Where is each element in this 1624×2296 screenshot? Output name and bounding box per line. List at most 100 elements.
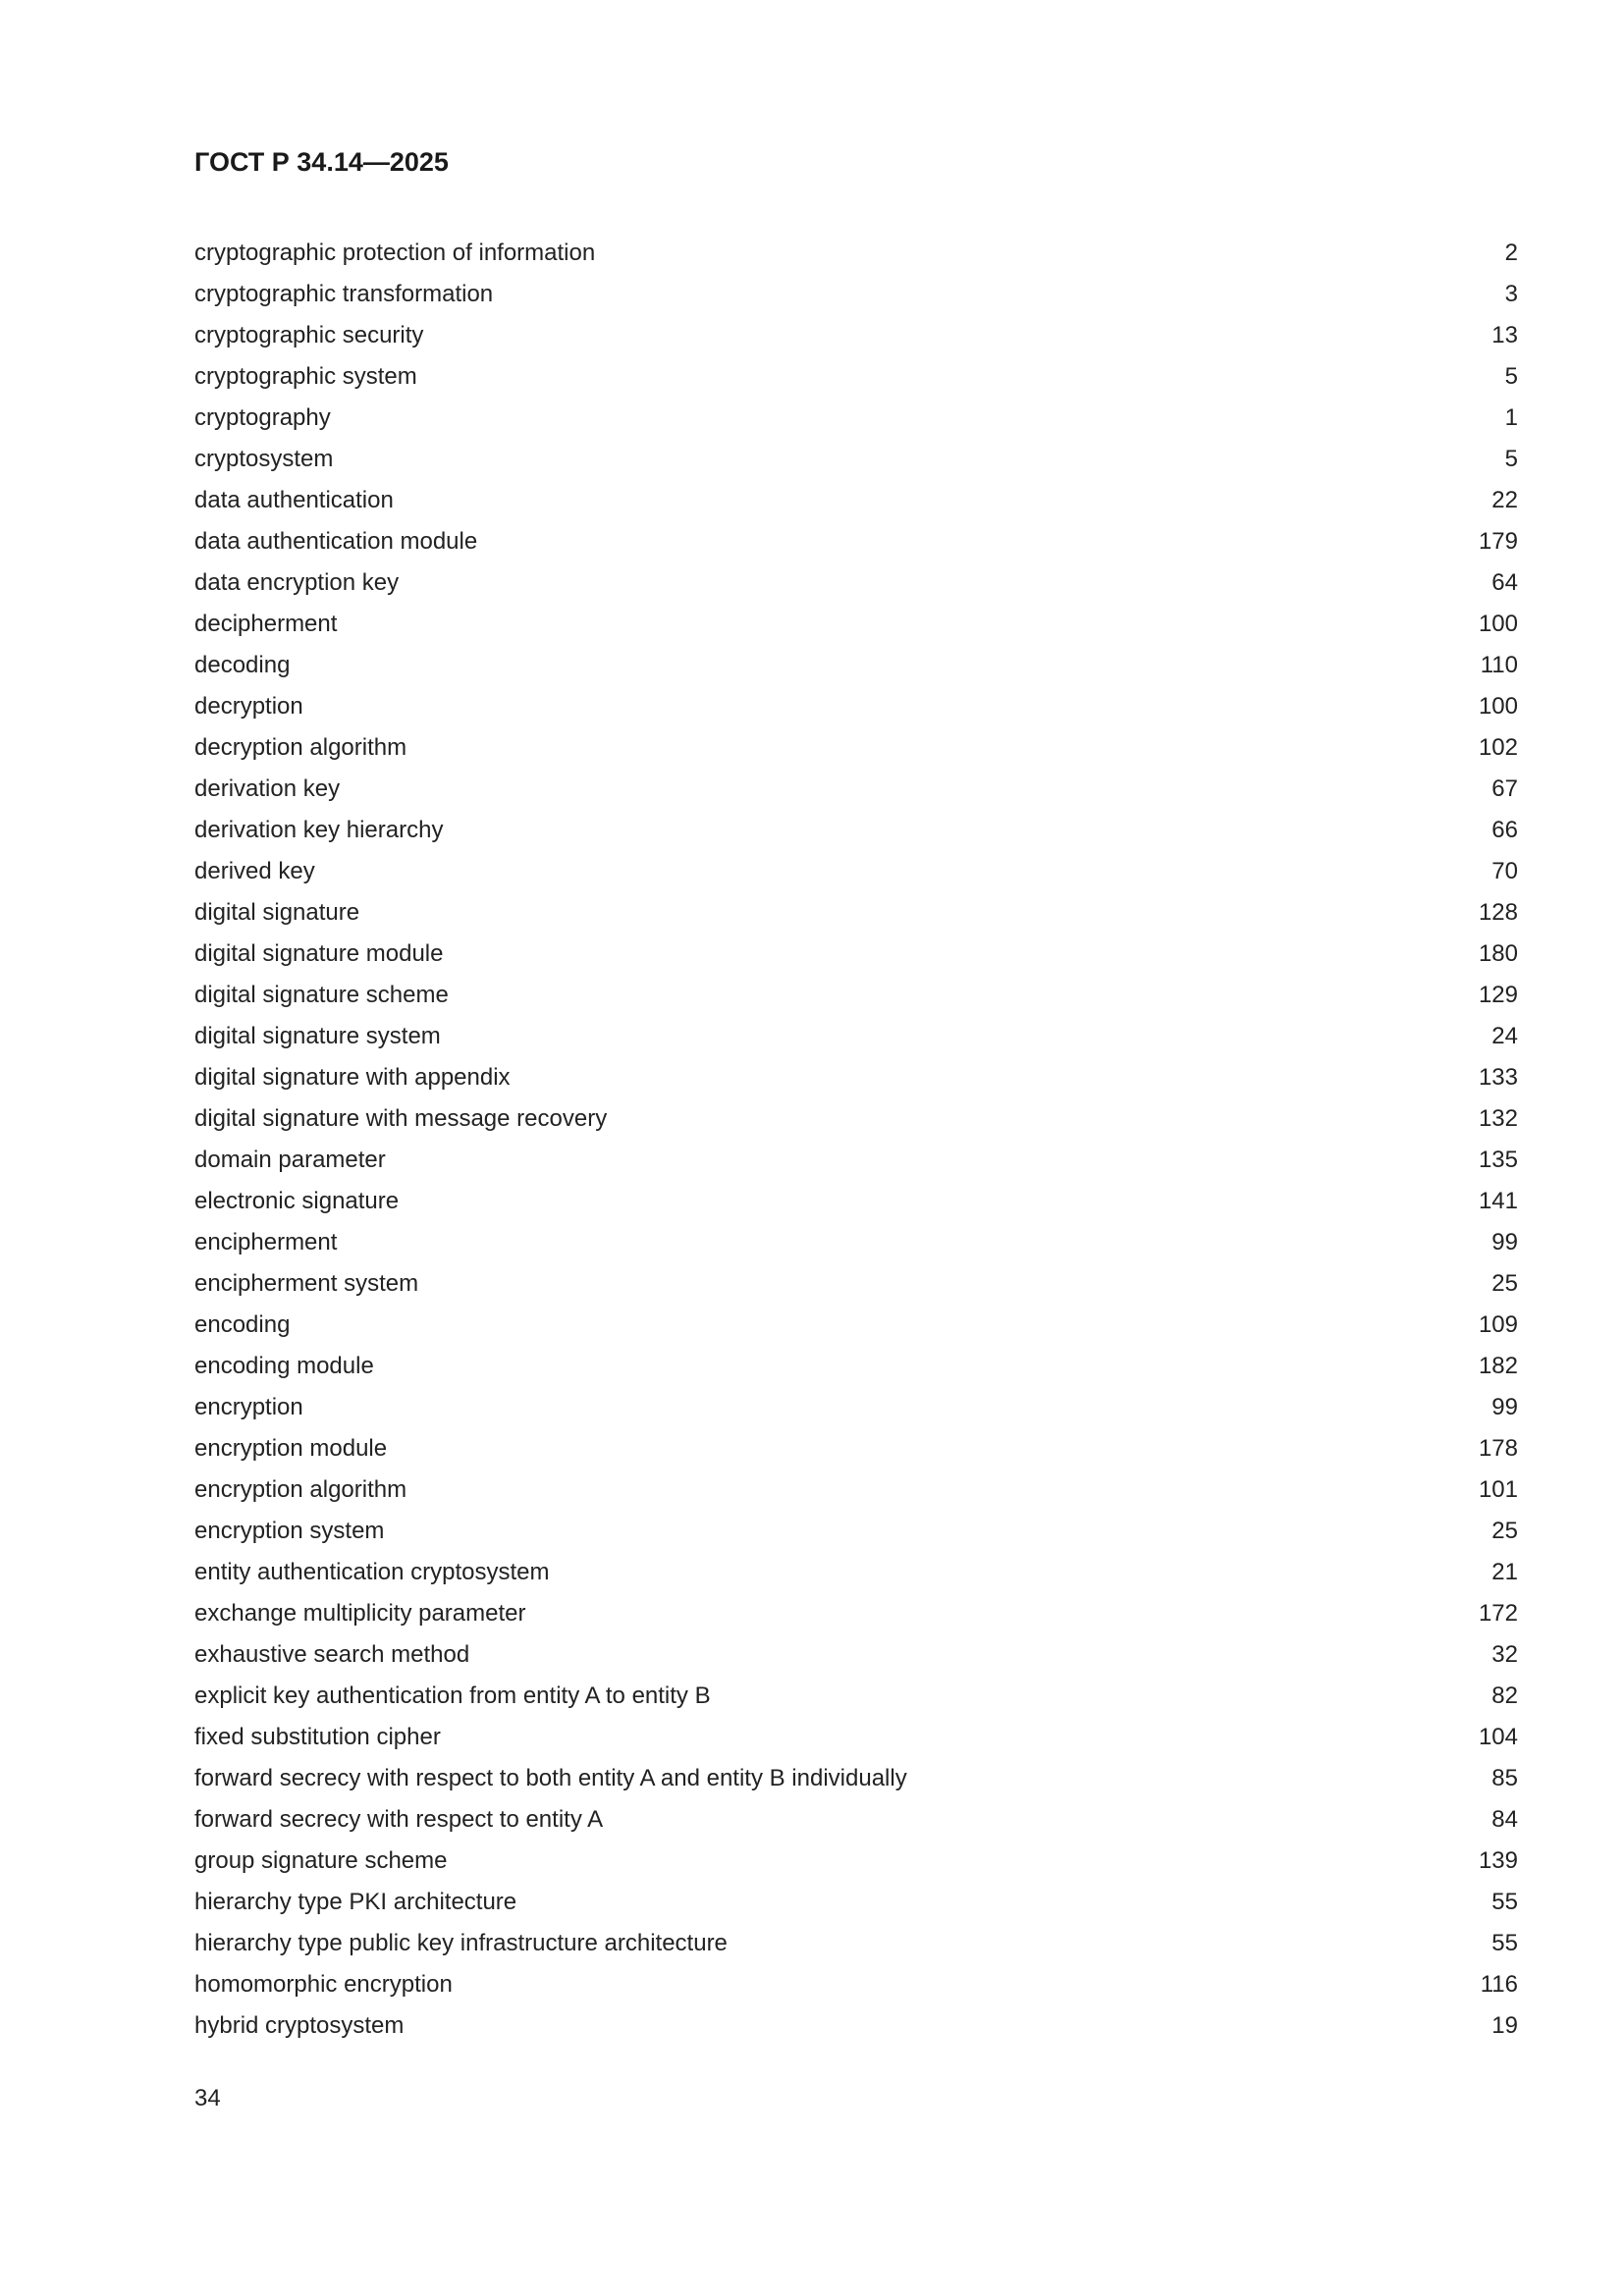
index-entry: electronic signature 141 <box>194 1181 1518 1222</box>
index-ref-number: 55 <box>1491 1930 1518 1956</box>
index-entry: exhaustive search method 32 <box>194 1634 1518 1676</box>
index-term: encryption algorithm <box>194 1476 407 1503</box>
index-term: cryptographic protection of information <box>194 240 596 266</box>
index-term: electronic signature <box>194 1188 400 1214</box>
index-ref-number: 179 <box>1478 528 1518 555</box>
index-ref-number: 129 <box>1478 982 1518 1008</box>
index-ref-number: 22 <box>1491 487 1518 513</box>
index-entry: domain parameter 135 <box>194 1140 1518 1181</box>
index-entry: encryption 99 <box>194 1387 1518 1428</box>
index-term: domain parameter <box>194 1147 386 1173</box>
index-ref-number: 139 <box>1478 1847 1518 1874</box>
index-term: entity authentication cryptosystem <box>194 1559 550 1585</box>
index-entry: digital signature module 180 <box>194 934 1518 975</box>
index-ref-number: 100 <box>1478 693 1518 720</box>
index-term: decoding <box>194 652 291 678</box>
index-term: hybrid cryptosystem <box>194 2012 405 2039</box>
index-entry: hierarchy type public key infrastructure… <box>194 1923 1518 1964</box>
index-ref-number: 133 <box>1478 1064 1518 1091</box>
index-ref-number: 132 <box>1478 1105 1518 1132</box>
index-term: encryption module <box>194 1435 388 1462</box>
index-term: digital signature with appendix <box>194 1064 511 1091</box>
index-ref-number: 3 <box>1504 281 1518 307</box>
index-term: group signature scheme <box>194 1847 448 1874</box>
index-entry: decoding 110 <box>194 645 1518 686</box>
index-ref-number: 13 <box>1491 322 1518 348</box>
index-ref-number: 64 <box>1491 569 1518 596</box>
index-entry: encryption algorithm 101 <box>194 1469 1518 1511</box>
index-term: encryption system <box>194 1518 385 1544</box>
index-ref-number: 172 <box>1478 1600 1518 1627</box>
index-term: fixed substitution cipher <box>194 1724 441 1750</box>
index-ref-number: 109 <box>1478 1311 1518 1338</box>
index-term: encipherment system <box>194 1270 419 1297</box>
index-ref-number: 99 <box>1491 1229 1518 1255</box>
index-ref-number: 82 <box>1491 1682 1518 1709</box>
index-term: hierarchy type PKI architecture <box>194 1889 517 1915</box>
index-term: data authentication <box>194 487 394 513</box>
index-entry: digital signature with message recovery 1… <box>194 1098 1518 1140</box>
index-entry: cryptographic protection of information 2 <box>194 233 1518 274</box>
index-entry: digital signature with appendix 133 <box>194 1057 1518 1098</box>
index-ref-number: 85 <box>1491 1765 1518 1791</box>
index-entry: decipherment 100 <box>194 604 1518 645</box>
index-entry: cryptographic system 5 <box>194 356 1518 398</box>
index-entry: encipherment 99 <box>194 1222 1518 1263</box>
index-ref-number: 32 <box>1491 1641 1518 1668</box>
index-entry: entity authentication cryptosystem 21 <box>194 1552 1518 1593</box>
index-ref-number: 5 <box>1504 363 1518 390</box>
index-entry: decryption algorithm 102 <box>194 727 1518 769</box>
index-entry: digital signature 128 <box>194 892 1518 934</box>
index-ref-number: 55 <box>1491 1889 1518 1915</box>
index-term: encoding <box>194 1311 291 1338</box>
index-term: derived key <box>194 858 315 884</box>
index-term: digital signature scheme <box>194 982 449 1008</box>
index-entry: homomorphic encryption 116 <box>194 1964 1518 2005</box>
index-entry: derivation key 67 <box>194 769 1518 810</box>
index-entry: encryption module 178 <box>194 1428 1518 1469</box>
index-ref-number: 178 <box>1478 1435 1518 1462</box>
index-entry: hybrid cryptosystem 19 <box>194 2005 1518 2047</box>
index-entry: cryptographic transformation 3 <box>194 274 1518 315</box>
index-entry: forward secrecy with respect to both ent… <box>194 1758 1518 1799</box>
index-term: decryption algorithm <box>194 734 407 761</box>
index-term: homomorphic encryption <box>194 1971 453 1998</box>
index-ref-number: 67 <box>1491 775 1518 802</box>
index-ref-number: 5 <box>1504 446 1518 472</box>
index-term: exchange multiplicity parameter <box>194 1600 526 1627</box>
index-ref-number: 102 <box>1478 734 1518 761</box>
index-entry: digital signature scheme 129 <box>194 975 1518 1016</box>
index-ref-number: 84 <box>1491 1806 1518 1833</box>
index-ref-number: 128 <box>1478 899 1518 926</box>
index-ref-number: 70 <box>1491 858 1518 884</box>
index-term: forward secrecy with respect to entity A <box>194 1806 604 1833</box>
index-entry: derived key 70 <box>194 851 1518 892</box>
index-entry: derivation key hierarchy 66 <box>194 810 1518 851</box>
index-term: data encryption key <box>194 569 400 596</box>
index-term: digital signature system <box>194 1023 441 1049</box>
index-ref-number: 2 <box>1504 240 1518 266</box>
index-ref-number: 19 <box>1491 2012 1518 2039</box>
index-entry: fixed substitution cipher 104 <box>194 1717 1518 1758</box>
index-ref-number: 141 <box>1478 1188 1518 1214</box>
index-entry: encryption system 25 <box>194 1511 1518 1552</box>
index-term: cryptography <box>194 404 331 431</box>
index-term: cryptographic security <box>194 322 424 348</box>
index-entry: explicit key authentication from entity … <box>194 1676 1518 1717</box>
index-term: derivation key hierarchy <box>194 817 444 843</box>
document-header: ГОСТ Р 34.14—2025 <box>194 147 449 177</box>
index-ref-number: 99 <box>1491 1394 1518 1420</box>
index-entry: hierarchy type PKI architecture 55 <box>194 1882 1518 1923</box>
index-ref-number: 135 <box>1478 1147 1518 1173</box>
index-ref-number: 100 <box>1478 611 1518 637</box>
index-term: cryptographic transformation <box>194 281 494 307</box>
index-entry: digital signature system 24 <box>194 1016 1518 1057</box>
index-entry: exchange multiplicity parameter 172 <box>194 1593 1518 1634</box>
index-term: decipherment <box>194 611 338 637</box>
index-ref-number: 66 <box>1491 817 1518 843</box>
index-entry: group signature scheme 139 <box>194 1841 1518 1882</box>
index-term: encryption <box>194 1394 303 1420</box>
index-entry: encipherment system 25 <box>194 1263 1518 1305</box>
index-term: digital signature <box>194 899 360 926</box>
index-term: cryptographic system <box>194 363 417 390</box>
